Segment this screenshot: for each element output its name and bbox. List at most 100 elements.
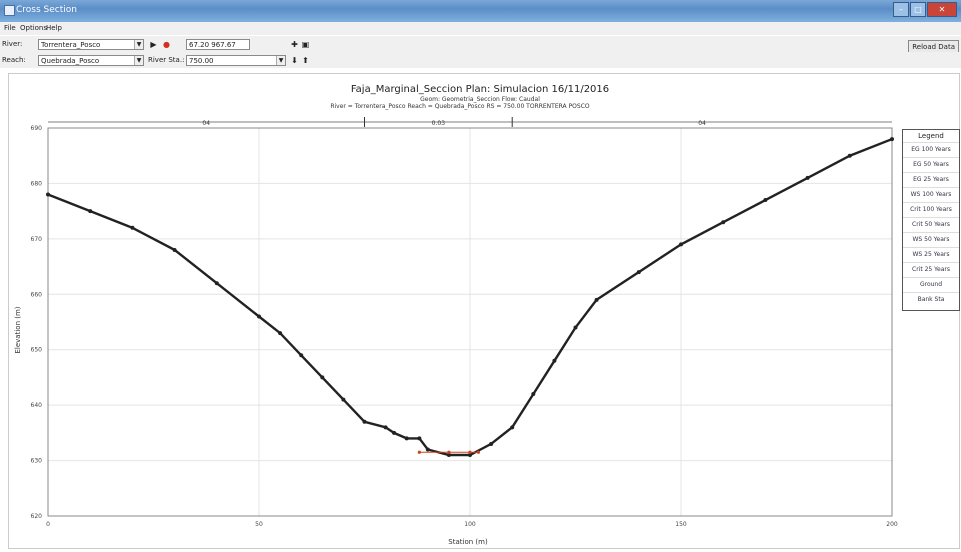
legend-item: WS 25 Years [903, 247, 959, 262]
ground-point [721, 220, 726, 225]
water-surface-point [476, 450, 481, 454]
legend-item: WS 50 Years [903, 232, 959, 247]
water-surface-point [447, 450, 451, 454]
ground-point [320, 375, 325, 380]
ground-point [890, 137, 894, 142]
water-surface-point [417, 450, 421, 454]
river-sta-value: 750.00 [189, 57, 214, 65]
ground-point [679, 242, 683, 247]
manning-label: 0.03 [432, 120, 446, 127]
add-icon[interactable]: ✚ [291, 40, 298, 49]
ground-point [383, 425, 388, 430]
maximize-button[interactable]: □ [910, 2, 926, 17]
ground-point [636, 270, 641, 275]
y-axis-label: Elevation (m) [14, 306, 22, 353]
ground-point [847, 153, 852, 158]
legend-item: Crit 50 Years [903, 217, 959, 232]
legend-item: Crit 25 Years [903, 262, 959, 277]
reach-select-value: Quebrada_Posco [41, 57, 100, 65]
menu-bar: File Options Help [0, 22, 961, 35]
legend-item: WS 100 Years [903, 187, 959, 202]
ground-point [130, 225, 135, 230]
river-sta-select[interactable]: 750.00 ▼ [186, 55, 286, 66]
close-button[interactable]: ✕ [927, 2, 957, 17]
app-icon [4, 5, 15, 16]
plot-frame [47, 127, 893, 517]
ground-point [573, 325, 578, 330]
reach-select[interactable]: Quebrada_Posco ▼ [38, 55, 144, 66]
play-icon[interactable]: ▶ [150, 40, 157, 49]
ground-point [552, 358, 557, 363]
legend-item: Ground [903, 277, 959, 292]
ground-point [805, 175, 810, 180]
chart-title: Faja_Marginal_Seccion Plan: Simulacion 1… [351, 84, 609, 95]
manning-label: 04 [698, 120, 706, 127]
x-axis-label: Station (m) [448, 538, 488, 546]
chevron-down-icon: ▼ [276, 56, 285, 65]
window-title: Cross Section [16, 5, 77, 15]
river-select[interactable]: Torrentera_Posco ▼ [38, 39, 144, 50]
legend-item: Bank Sta [903, 292, 959, 307]
plan-field[interactable]: 67.20 967.67 [186, 39, 250, 50]
chart-subtitle-1: Geom: Geometria_Seccion Flow: Caudal [420, 96, 540, 103]
ground-point [417, 436, 422, 441]
river-sta-label: River Sta.: [148, 56, 185, 64]
x-tick-label: 0 [46, 521, 50, 528]
chevron-down-icon: ▼ [134, 40, 143, 49]
y-tick-label: 630 [31, 458, 43, 465]
x-tick-label: 150 [675, 521, 687, 528]
legend-item: Crit 100 Years [903, 202, 959, 217]
legend: Legend EG 100 Years EG 50 Years EG 25 Year… [902, 129, 960, 311]
river-row: River: Torrentera_Posco ▼ ▶ ● 67.20 967.… [0, 36, 961, 54]
water-surface-point [468, 450, 472, 454]
ground-point [299, 353, 304, 358]
ground-point [489, 441, 494, 446]
ground-point [392, 430, 397, 435]
ground-point [341, 397, 346, 402]
manning-label: 04 [202, 120, 210, 127]
river-select-value: Torrentera_Posco [41, 41, 101, 49]
chart-panel [8, 73, 960, 549]
title-bar: Cross Section – □ ✕ [0, 0, 961, 22]
minimize-button[interactable]: – [893, 2, 909, 17]
y-tick-label: 670 [31, 236, 43, 243]
y-tick-label: 690 [31, 125, 43, 132]
y-tick-label: 640 [31, 402, 43, 409]
ground-point [88, 209, 93, 214]
y-tick-label: 620 [31, 513, 43, 520]
menu-help[interactable]: Help [46, 24, 62, 32]
reach-row: Reach: Quebrada_Posco ▼ River Sta.: 750.… [0, 52, 961, 68]
camera-icon[interactable]: ▣ [301, 40, 310, 49]
arrow-up-icon[interactable]: ⬆ [302, 56, 309, 65]
record-icon[interactable]: ● [163, 40, 170, 49]
y-tick-label: 650 [31, 347, 43, 354]
window-controls: – □ ✕ [893, 2, 957, 17]
reach-label: Reach: [2, 56, 26, 64]
y-tick-label: 680 [31, 180, 43, 187]
menu-options[interactable]: Options [20, 24, 48, 32]
arrow-down-icon[interactable]: ⬇ [291, 56, 298, 65]
chevron-down-icon: ▼ [134, 56, 143, 65]
ground-point [172, 247, 177, 252]
ground-point [46, 192, 50, 197]
y-tick-label: 660 [31, 291, 43, 298]
menu-file[interactable]: File [4, 24, 16, 32]
ground-point [594, 297, 599, 302]
ground-point [468, 453, 472, 458]
ground-point [531, 392, 536, 397]
river-label: River: [2, 40, 23, 48]
legend-item: EG 100 Years [903, 142, 959, 157]
ground-point [510, 425, 515, 430]
chart-subtitle-2: River = Torrentera_Posco Reach = Quebrad… [330, 103, 590, 110]
ground-point [214, 281, 219, 286]
ground-point [763, 198, 768, 203]
x-tick-label: 50 [255, 521, 263, 528]
ground-point [278, 331, 283, 336]
x-tick-label: 100 [464, 521, 476, 528]
legend-item: EG 25 Years [903, 172, 959, 187]
ground-point [257, 314, 261, 319]
ground-point [362, 419, 367, 424]
legend-title: Legend [918, 132, 944, 140]
ground-point [404, 436, 409, 441]
